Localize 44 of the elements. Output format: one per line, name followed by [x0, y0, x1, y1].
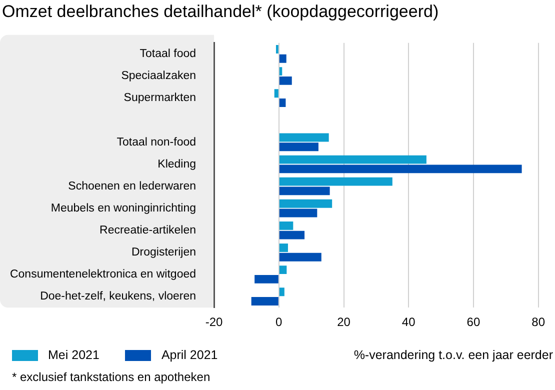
y-tick-label: Meubels en woninginrichting — [50, 202, 196, 215]
bar — [279, 164, 522, 174]
x-axis-title: %-verandering t.o.v. een jaar eerder — [354, 348, 553, 362]
text: * exclusief tankstations en apotheken — [12, 370, 210, 384]
bar — [279, 252, 322, 262]
bar — [279, 76, 292, 85]
bar — [276, 45, 278, 54]
y-tick-label: Doe-het-zelf, keukens, vloeren — [40, 290, 196, 303]
y-tick-label: Totaal food — [140, 48, 196, 60]
y-tick-label: Supermarkten — [124, 92, 196, 104]
x-tick-label: -20 — [205, 315, 224, 330]
y-tick-label: Consumentenelektronica en witgoed — [10, 268, 196, 281]
bar — [279, 208, 318, 218]
y-tick-label: Totaal non-food — [116, 136, 196, 148]
bar — [279, 230, 305, 240]
bar — [279, 199, 332, 208]
y-tick-label: Speciaalzaken — [121, 70, 196, 82]
bar — [279, 133, 329, 142]
chart-title: Omzet deelbranches detailhandel* (koopdaggecorrigeerd) — [2, 2, 439, 22]
bar — [279, 54, 286, 63]
bar — [279, 142, 318, 152]
y-tick-label: Schoenen en lederwaren — [68, 180, 196, 192]
bar — [279, 67, 282, 76]
y-tick-label: Recreatie-artikelen — [100, 224, 196, 237]
bar — [279, 221, 294, 230]
bar — [251, 297, 278, 306]
bar — [279, 244, 288, 252]
x-tick-label: 80 — [532, 315, 546, 330]
x-tick-label: 0 — [276, 315, 283, 330]
legend-label: April 2021 — [161, 348, 218, 362]
y-tick-label: Drogisterijen — [131, 246, 196, 259]
bar — [274, 89, 278, 98]
bar — [279, 186, 330, 196]
bar — [279, 288, 284, 296]
x-tick-label: 20 — [337, 315, 351, 330]
y-tick-label: Kleding — [158, 158, 196, 170]
bar — [254, 274, 278, 284]
x-tick-label: 60 — [466, 315, 480, 330]
bar — [279, 177, 392, 186]
x-tick-label: 40 — [402, 315, 416, 330]
legend-label: Mei 2021 — [48, 348, 100, 362]
bar — [279, 155, 426, 164]
bar — [279, 98, 286, 107]
bar — [279, 266, 287, 274]
